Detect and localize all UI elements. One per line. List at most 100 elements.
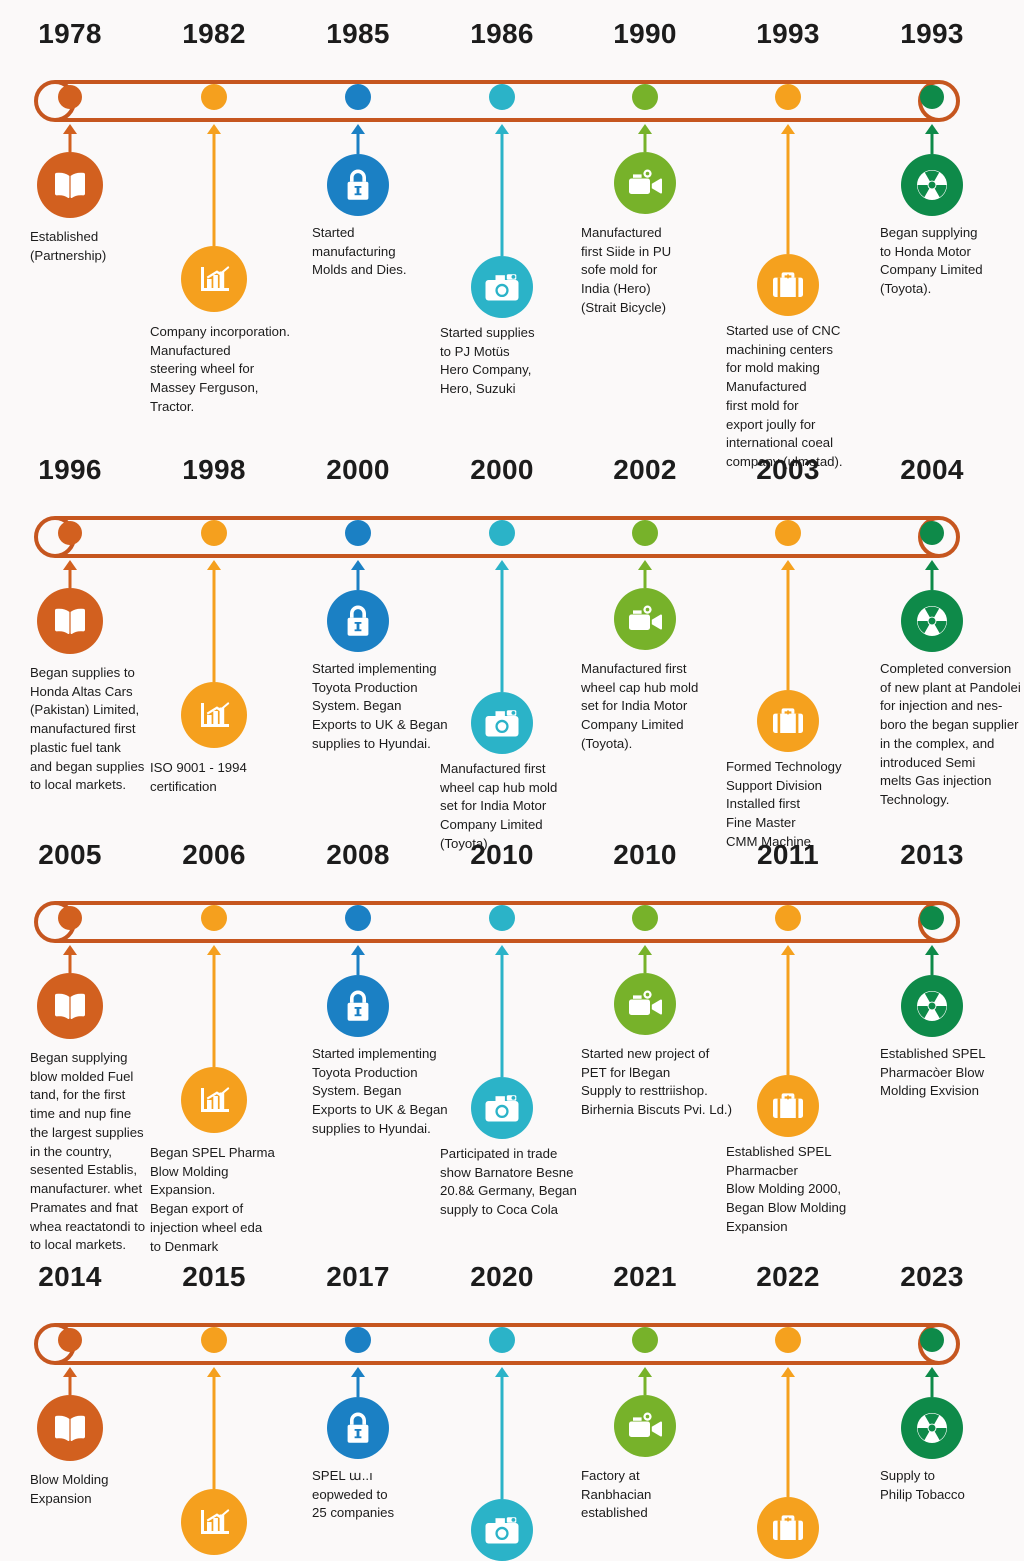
milestone-bubble-2023-3-6[interactable] <box>901 1397 963 1459</box>
year-label-1993-0-6: 1993 <box>900 18 964 49</box>
track-dot-2008-2-2[interactable] <box>345 905 371 931</box>
milestone-bubble-1978-0-0[interactable] <box>37 152 103 218</box>
track-dot-2021-3-4[interactable] <box>632 1327 658 1353</box>
milestone-bubble-1993-0-5[interactable] <box>757 254 819 316</box>
year-label-2022-3-5: 2022 <box>756 1261 820 1292</box>
track-dot-2023-3-6[interactable] <box>920 1328 944 1352</box>
connector-stem <box>212 1376 216 1489</box>
milestone-bubble-2000-1-3[interactable] <box>471 692 533 754</box>
track-dot-2013-2-6[interactable] <box>920 906 944 930</box>
track-dot-2015-3-1[interactable] <box>201 1327 227 1353</box>
track-dot-2022-3-5[interactable] <box>775 1327 801 1353</box>
milestone-bubble-2022-3-5[interactable] <box>757 1497 819 1559</box>
milestone-bubble-1998-1-1[interactable] <box>181 682 247 748</box>
milestone-bubble-2014-3-0[interactable] <box>37 1395 103 1461</box>
milestone-bubble-2008-2-2[interactable] <box>327 975 389 1037</box>
connector-arrowhead-icon <box>207 945 221 955</box>
track-dot-2002-1-4[interactable] <box>632 520 658 546</box>
year-label-2017-3-2: 2017 <box>326 1261 390 1292</box>
milestone-bubble-1982-0-1[interactable] <box>181 246 247 312</box>
year-label-2000-1-2: 2000 <box>326 454 390 485</box>
track-dot-2011-2-5[interactable] <box>775 905 801 931</box>
track-dot-2006-2-1[interactable] <box>201 905 227 931</box>
track-dot-1985-0-2[interactable] <box>345 84 371 110</box>
open-book-icon <box>53 606 87 636</box>
milestone-description-1998-1-1: ISO 9001 - 1994 certification <box>150 760 247 794</box>
connector-stem <box>500 954 504 1077</box>
track-dot-1982-0-1[interactable] <box>201 84 227 110</box>
bar-chart-growth-icon <box>197 263 231 295</box>
connector-arrowhead-icon <box>63 945 77 955</box>
track-dot-2020-3-3[interactable] <box>489 1327 515 1353</box>
milestone-bubble-2015-3-1[interactable] <box>181 1489 247 1555</box>
milestone-bubble-2013-2-6[interactable] <box>901 975 963 1037</box>
track-dot-1990-0-4[interactable] <box>632 84 658 110</box>
track-dot-1993-0-6[interactable] <box>920 85 944 109</box>
track-dot-2000-1-2[interactable] <box>345 520 371 546</box>
year-label-2002-1-4: 2002 <box>613 454 677 485</box>
milestone-bubble-1996-1-0[interactable] <box>37 588 103 654</box>
track-dot-2000-1-3[interactable] <box>489 520 515 546</box>
milestone-bubble-1986-0-3[interactable] <box>471 256 533 318</box>
connector-arrowhead-icon <box>925 560 939 570</box>
milestone-bubble-2021-3-4[interactable] <box>614 1395 676 1457</box>
year-label-2011-2-5: 2011 <box>757 839 819 870</box>
connector-arrowhead-icon <box>63 124 77 134</box>
connector-arrowhead-icon <box>63 560 77 570</box>
year-label-2021-3-4: 2021 <box>613 1261 677 1292</box>
milestone-bubble-2010-2-3[interactable] <box>471 1077 533 1139</box>
track-dot-2017-3-2[interactable] <box>345 1327 371 1353</box>
year-label-1978-0-0: 1978 <box>38 18 102 49</box>
padlock-icon <box>344 168 372 202</box>
connector-arrowhead-icon <box>638 945 652 955</box>
connector-arrowhead-icon <box>207 1367 221 1377</box>
connector-arrowhead-icon <box>351 560 365 570</box>
track-dot-2010-2-3[interactable] <box>489 905 515 931</box>
radiation-icon <box>916 990 948 1022</box>
track-dot-2005-2-0[interactable] <box>58 906 82 930</box>
connector-stem <box>930 954 934 975</box>
milestone-description-2013-2-6: Established SPEL Pharmacòer Blow Molding… <box>880 1046 986 1099</box>
briefcase-icon <box>771 1514 805 1542</box>
track-dot-2004-1-6[interactable] <box>920 521 944 545</box>
track-dot-2003-1-5[interactable] <box>775 520 801 546</box>
milestone-bubble-2011-2-5[interactable] <box>757 1075 819 1137</box>
track-dot-1996-1-0[interactable] <box>58 521 82 545</box>
milestone-bubble-1985-0-2[interactable] <box>327 154 389 216</box>
milestone-bubble-2017-3-2[interactable] <box>327 1397 389 1459</box>
connector-arrowhead-icon <box>207 560 221 570</box>
connector-arrowhead-icon <box>495 945 509 955</box>
milestone-description-2006-2-1: Began SPEL Pharma Blow Molding Expansion… <box>150 1145 275 1254</box>
year-label-2010-2-4: 2010 <box>613 839 677 870</box>
milestone-bubble-2004-1-6[interactable] <box>901 590 963 652</box>
track-dot-2010-2-4[interactable] <box>632 905 658 931</box>
milestone-bubble-2006-2-1[interactable] <box>181 1067 247 1133</box>
milestone-bubble-2010-2-4[interactable] <box>614 973 676 1035</box>
milestone-bubble-2002-1-4[interactable] <box>614 588 676 650</box>
connector-arrowhead-icon <box>781 560 795 570</box>
milestone-description-2010-2-3: Participated in trade show Barnatore Bes… <box>440 1146 577 1218</box>
track-dot-1986-0-3[interactable] <box>489 84 515 110</box>
track-dot-2014-3-0[interactable] <box>58 1328 82 1352</box>
track-dot-1993-0-5[interactable] <box>775 84 801 110</box>
milestone-bubble-2020-3-3[interactable] <box>471 1499 533 1561</box>
milestone-description-1993-0-5: Started use of CNC machining centers for… <box>726 323 843 470</box>
connector-arrowhead-icon <box>925 945 939 955</box>
connector-stem <box>786 954 790 1075</box>
connector-stem <box>930 1376 934 1397</box>
video-camera-icon <box>627 1412 663 1440</box>
open-book-icon <box>53 991 87 1021</box>
track-dot-1978-0-0[interactable] <box>58 85 82 109</box>
milestone-bubble-2005-2-0[interactable] <box>37 973 103 1039</box>
track-dot-1998-1-1[interactable] <box>201 520 227 546</box>
milestone-bubble-2000-1-2[interactable] <box>327 590 389 652</box>
connector-arrowhead-icon <box>351 1367 365 1377</box>
connector-arrowhead-icon <box>495 124 509 134</box>
radiation-icon <box>916 605 948 637</box>
milestone-description-2014-3-0: Blow Molding Expansion <box>30 1472 109 1506</box>
milestone-bubble-1993-0-6[interactable] <box>901 154 963 216</box>
milestone-bubble-1990-0-4[interactable] <box>614 152 676 214</box>
milestone-bubble-2003-1-5[interactable] <box>757 690 819 752</box>
connector-stem <box>930 133 934 154</box>
connector-arrowhead-icon <box>925 1367 939 1377</box>
